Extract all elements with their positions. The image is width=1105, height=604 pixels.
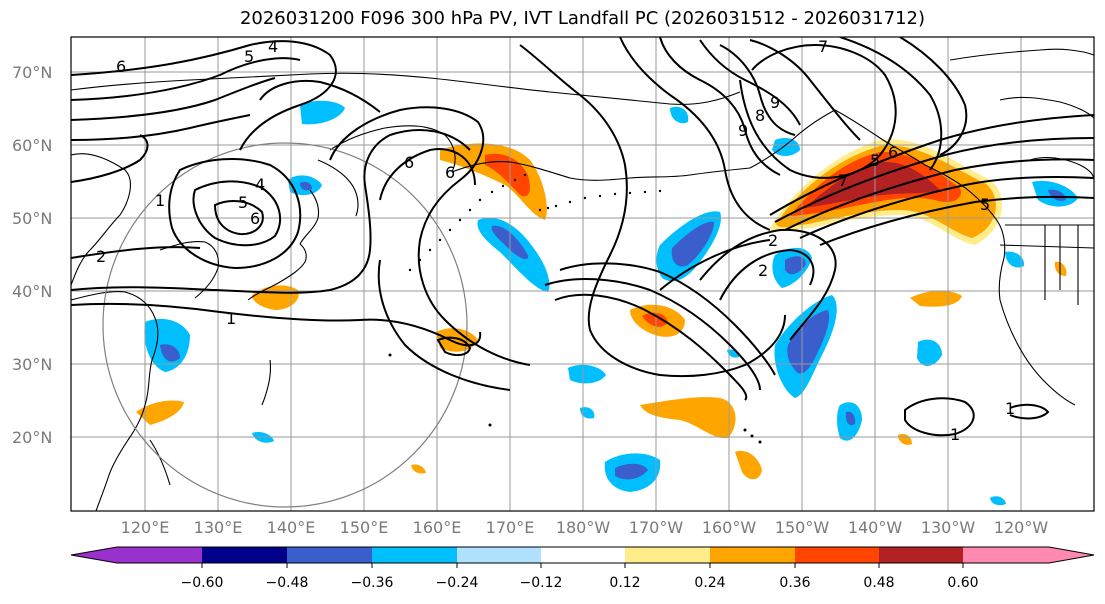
lat-label: 40°N [12,282,52,301]
contour-labels: 6 5 4 5 6 7 9 8 9 6 7 6 1 1 2 2 2 1 1 4 … [96,37,1015,444]
lon-label: 120°W [994,518,1049,537]
lon-label: 140°E [267,518,316,537]
svg-text:5: 5 [870,151,880,170]
colorbar-segment [625,547,710,563]
svg-text:6: 6 [404,153,414,172]
colorbar-tick-label: −0.36 [351,575,394,591]
colorbar-segment [795,547,879,563]
anomaly-hawaii [640,397,736,439]
colorbar-tick-label: −0.60 [181,575,224,591]
lat-label: 70°N [12,63,52,82]
lat-label: 50°N [12,209,52,228]
svg-text:5: 5 [244,47,254,66]
lat-label: 20°N [12,428,52,447]
svg-text:6: 6 [116,57,126,76]
longitude-labels: 120°E 130°E 140°E 150°E 160°E 170°E 180°… [121,518,1049,537]
lon-label: 130°E [194,518,243,537]
colorbar-outline [70,546,1095,564]
pv-contours [71,37,1094,437]
svg-text:5: 5 [238,193,248,212]
lon-label: 140°W [848,518,903,537]
svg-text:6: 6 [445,163,455,182]
anomaly-japan [252,285,299,310]
colorbar-segment [879,547,963,563]
map-frame [70,36,1095,512]
colorbar-tick-label: 0.24 [694,575,725,591]
lon-label: 180°W [556,518,611,537]
colorbar-segment [372,547,457,563]
latitude-labels: 70°N 60°N 50°N 40°N 30°N 20°N [12,63,52,447]
colorbar-segment [117,547,202,563]
islands [388,173,762,444]
svg-text:1: 1 [226,309,236,328]
lat-label: 60°N [12,136,52,155]
lon-label: 130°W [921,518,976,537]
colorbar-segment [202,547,287,563]
svg-text:4: 4 [255,175,265,194]
svg-text:2: 2 [758,261,768,280]
negative-anomaly-regions [144,100,1078,506]
colorbar-tick-label: −0.12 [520,575,563,591]
svg-text:9: 9 [738,121,748,140]
graticule [71,37,1094,511]
colorbar-tick-label: 0.60 [947,575,978,591]
lon-label: 160°E [413,518,462,537]
colorbar-segment [457,547,541,563]
svg-text:2: 2 [96,247,106,266]
colorbar: −0.60 −0.48 −0.36 −0.24 −0.12 0.12 0.24 … [70,546,1095,591]
colorbar-segment [963,547,1049,563]
map-title: 2026031200 F096 300 hPa PV, IVT Landfall… [239,8,926,29]
colorbar-tick-label: 0.36 [779,575,810,591]
svg-text:7: 7 [818,37,828,56]
svg-text:1: 1 [155,191,165,210]
lon-label: 150°W [775,518,830,537]
colorbar-tick-label: 0.48 [863,575,894,591]
svg-text:5: 5 [980,195,990,214]
colorbar-tick-label: 0.12 [609,575,640,591]
svg-text:6: 6 [888,143,898,162]
colorbar-segment [710,547,795,563]
colorbar-segment [287,547,372,563]
reference-circle [102,142,468,508]
colorbar-extend-high [1049,547,1094,563]
lon-label: 120°E [121,518,170,537]
svg-text:2: 2 [768,231,778,250]
lon-label: 170°W [629,518,684,537]
svg-text:4: 4 [268,37,278,56]
lon-label: 150°E [340,518,389,537]
svg-text:8: 8 [755,106,765,125]
lat-label: 30°N [12,355,52,374]
colorbar-tick-label: −0.24 [436,575,479,591]
anomaly-dateline [477,217,550,292]
colorbar-tick-label: −0.48 [266,575,309,591]
svg-text:6: 6 [250,209,260,228]
anomaly-170e [440,143,547,220]
svg-text:1: 1 [1005,399,1015,418]
lon-label: 170°E [486,518,535,537]
positive-anomaly-regions [136,139,1067,480]
svg-text:1: 1 [950,425,960,444]
map-panel: 6 5 4 5 6 7 9 8 9 6 7 6 1 1 2 2 2 1 1 4 … [71,37,1094,511]
colorbar-segment [541,547,625,563]
svg-text:7: 7 [838,171,848,190]
svg-text:9: 9 [770,93,780,112]
lon-label: 160°W [702,518,757,537]
colorbar-extend-low [71,547,117,563]
